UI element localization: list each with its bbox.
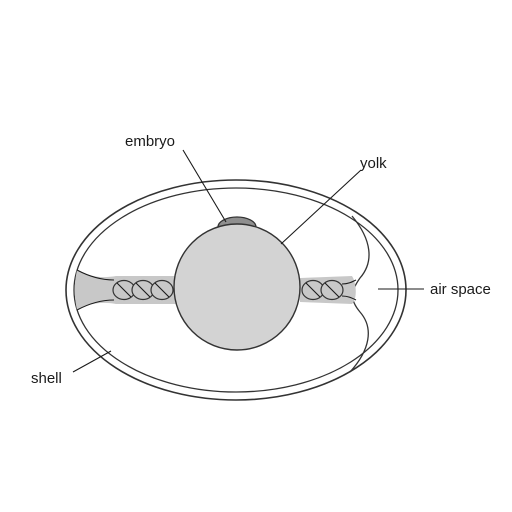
shell-leader-line [72,350,112,373]
shell-label: shell [31,370,62,387]
embryo-label: embryo [125,133,175,150]
embryo-leader-line [182,149,227,223]
yolk-leader-line [280,169,362,245]
air-space-label: air space [430,281,491,298]
chalaza-left [74,269,176,311]
yolk-label: yolk [360,155,387,172]
chalaza-right [300,276,357,304]
shell-inner-membrane [73,187,399,393]
yolk [173,223,301,351]
